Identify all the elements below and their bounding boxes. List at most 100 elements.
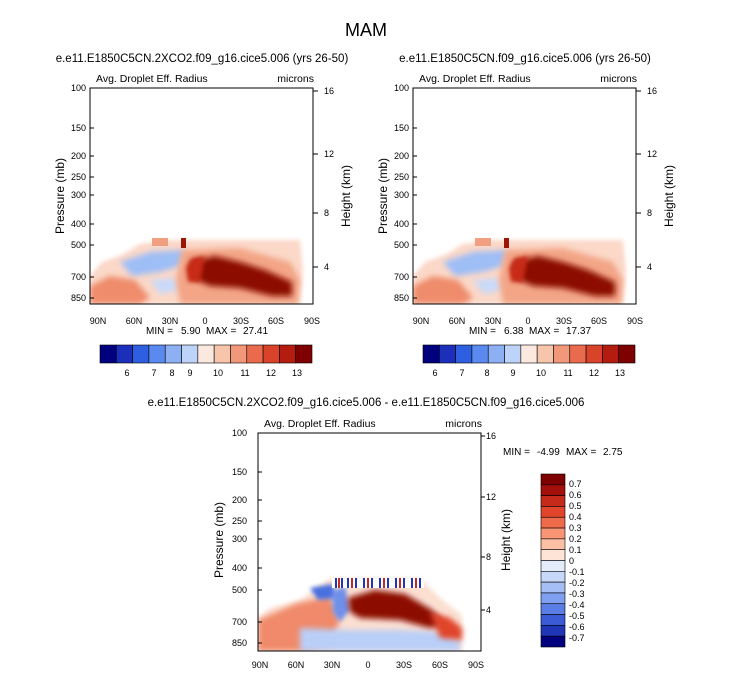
- y-tick-label: 400: [232, 563, 247, 573]
- panel-diff-x-ticks: 90N 60N 30N 0 30S 60S 90S: [252, 660, 484, 670]
- colorbar-swatch: [504, 344, 522, 364]
- colorbar-swatch: [540, 484, 566, 496]
- panel-diff-y-ticks: 100 150 200 250 300 400 500 700 850: [232, 428, 262, 648]
- panel-diff-y2-ticks: 16 12 8 4: [481, 431, 496, 615]
- colorbar-label: 9: [187, 368, 192, 378]
- panel-left-colorbar: [99, 344, 313, 364]
- diff-cap-marks: [335, 578, 421, 588]
- panel-left-frame: [89, 87, 314, 305]
- panel-right-colorbar: [422, 344, 636, 364]
- field-warm-low: [90, 276, 150, 304]
- y-tick-label: 400: [394, 219, 409, 229]
- colorbar-swatch: [540, 592, 566, 605]
- colorbar-swatch: [540, 538, 566, 550]
- x-tick-label: 0: [525, 316, 530, 326]
- colorbar-label: -0.1: [569, 567, 585, 577]
- colorbar-swatch: [295, 344, 313, 364]
- colorbar-swatch: [540, 614, 566, 626]
- colorbar-swatch: [116, 344, 133, 364]
- y2-tick-label: 4: [486, 605, 491, 615]
- diff-cool-mid: [332, 586, 350, 622]
- colorbar-label: -0.7: [569, 633, 585, 643]
- panel-right-frame: [412, 87, 637, 305]
- x-tick-label: 90S: [627, 316, 643, 326]
- colorbar-swatch: [164, 344, 182, 364]
- colorbar-swatch: [540, 549, 566, 561]
- y2-tick-marks: [636, 90, 641, 268]
- colorbar-swatch: [148, 344, 166, 364]
- colorbar-swatch: [569, 344, 587, 364]
- colorbar-label: -0.2: [569, 578, 585, 588]
- colorbar-label: 11: [563, 368, 572, 378]
- x-tick-label: 60N: [449, 316, 466, 326]
- y-tick-marks: [90, 87, 94, 299]
- colorbar-swatch: [197, 344, 215, 364]
- y-tick-label: 300: [232, 534, 247, 544]
- panel-left-variable: Avg. Droplet Eff. Radius: [96, 73, 208, 85]
- colorbar-swatch: [439, 344, 456, 364]
- diff-core: [348, 590, 445, 628]
- panel-diff-min-label: MIN =: [503, 447, 530, 458]
- y-tick-label: 700: [394, 272, 409, 282]
- field-cool-patch: [150, 278, 180, 294]
- x-tick-label: 90N: [413, 316, 430, 326]
- y-tick-label: 700: [71, 272, 86, 282]
- panel-right: e.e11.E1850C5CN.f09_g16.cice5.006 (yrs 2…: [376, 53, 676, 378]
- x-tick-label: 90N: [90, 316, 107, 326]
- y-tick-label: 250: [232, 516, 247, 526]
- y2-tick-label: 12: [647, 149, 657, 159]
- colorbar-swatch: [540, 635, 566, 648]
- y2-tick-label: 16: [324, 86, 334, 96]
- panel-diff-units: microns: [445, 418, 482, 430]
- field-cap-1: [152, 238, 168, 246]
- colorbar-swatch: [520, 344, 538, 364]
- panel-left-title: e.e11.E1850C5CN.2XCO2.f09_g16.cice5.006 …: [56, 53, 349, 65]
- x-tick-label: 30S: [233, 316, 249, 326]
- panel-diff-variable: Avg. Droplet Eff. Radius: [264, 418, 376, 430]
- figure-title: MAM: [345, 20, 387, 40]
- panel-right-ylabel-right: Height (km): [662, 165, 676, 227]
- colorbar-label: 0.3: [569, 523, 582, 533]
- x-tick-label: 60S: [432, 660, 448, 670]
- panel-right-title: e.e11.E1850C5CN.f09_g16.cice5.006 (yrs 2…: [399, 53, 651, 65]
- y-tick-label: 850: [232, 638, 247, 648]
- y2-tick-label: 12: [486, 492, 496, 502]
- panel-diff-title: e.e11.E1850C5CN.2XCO2.f09_g16.cice5.006 …: [148, 397, 585, 409]
- panel-right-min-label: MIN =: [469, 326, 496, 337]
- y2-tick-label: 16: [647, 86, 657, 96]
- y-tick-label: 100: [71, 83, 86, 93]
- colorbar-swatch: [455, 344, 473, 364]
- x-tick-label: 30S: [556, 316, 572, 326]
- colorbar-swatch: [422, 344, 440, 364]
- colorbar-label: -0.5: [569, 611, 585, 621]
- colorbar-label: 0.1: [569, 545, 582, 555]
- panel-right-max-label: MAX =: [529, 326, 559, 337]
- x-tick-label: 90N: [252, 660, 269, 670]
- field-core-edge: [186, 256, 205, 282]
- y-tick-label: 250: [394, 172, 409, 182]
- y2-tick-label: 8: [647, 208, 652, 218]
- y2-tick-label: 8: [324, 208, 329, 218]
- y-tick-marks: [413, 87, 417, 299]
- y-tick-label: 100: [232, 428, 247, 438]
- colorbar-label: 10: [536, 368, 546, 378]
- y-tick-label: 500: [394, 240, 409, 250]
- y-tick-label: 850: [394, 293, 409, 303]
- panel-left-min-value: 5.90: [181, 326, 201, 337]
- colorbar-label: 9: [510, 368, 515, 378]
- colorbar-label: 11: [240, 368, 249, 378]
- colorbar-swatch: [262, 344, 280, 364]
- y-tick-marks: [258, 432, 262, 644]
- panel-diff-ylabel: Pressure (mb): [212, 502, 226, 578]
- panel-left-ylabel: Pressure (mb): [53, 158, 67, 234]
- colorbar-swatch: [181, 344, 199, 364]
- colorbar-label: 7: [459, 368, 464, 378]
- colorbar-swatch: [553, 344, 571, 364]
- panel-diff-max-value: 2.75: [603, 447, 623, 458]
- y2-tick-marks: [481, 435, 485, 611]
- y-tick-label: 700: [232, 617, 247, 627]
- colorbar-label: 8: [169, 368, 174, 378]
- colorbar-label: 12: [589, 368, 599, 378]
- colorbar-swatch: [540, 560, 566, 572]
